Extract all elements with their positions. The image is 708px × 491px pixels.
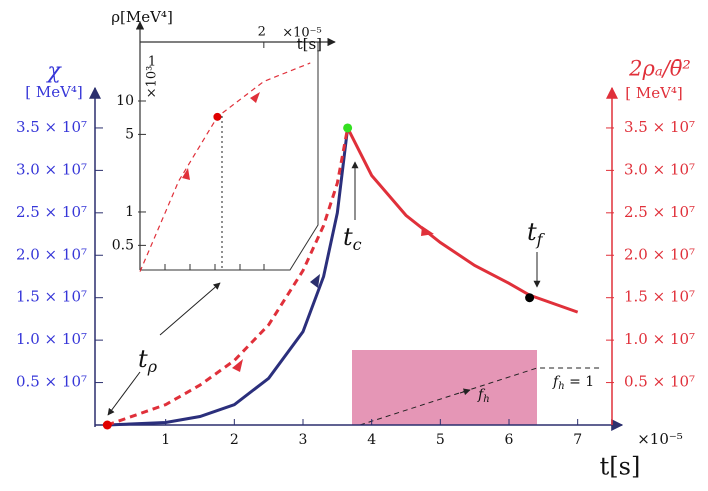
inset-corner-label: 1 <box>148 55 156 70</box>
inset-y-multiplier: ×10³ <box>145 66 160 99</box>
t-rho-arrow <box>107 371 141 416</box>
direction-arrow <box>232 359 243 372</box>
point <box>343 123 353 133</box>
x-multiplier: ×10⁻⁵ <box>637 430 683 448</box>
fh-line <box>359 367 602 426</box>
curve <box>139 62 311 272</box>
x-tick-label: 6 <box>505 432 514 448</box>
x-tick-label: 2 <box>230 432 239 448</box>
y2-tick-label: 1.0 × 10⁷ <box>624 330 695 348</box>
direction-arrow <box>250 92 260 103</box>
x-label: t[s] <box>600 453 641 481</box>
y2-tick-label: 3.0 × 10⁷ <box>624 160 695 178</box>
y-tick-label: 0.5 × 10⁷ <box>16 373 87 391</box>
y-tick-label: 1.0 × 10⁷ <box>16 330 87 348</box>
annotation: tc <box>343 223 362 254</box>
annotation: fh <box>477 387 490 405</box>
inset-y-label: ρ[MeV⁴] <box>111 8 173 26</box>
point <box>213 112 222 121</box>
y2-tick-label: 1.5 × 10⁷ <box>624 288 695 306</box>
annotation: tρ <box>138 345 158 376</box>
y-tick-label: 3.5 × 10⁷ <box>16 118 87 136</box>
y-tick-label: 10 <box>116 93 134 109</box>
inset-x-multiplier: ×10⁻⁵ <box>282 26 322 41</box>
curve <box>107 127 350 427</box>
annotation: tf <box>527 218 546 249</box>
inset-x-label: t[s] <box>297 35 322 53</box>
y-unit: [ MeV⁴] <box>25 83 83 101</box>
curve <box>346 127 579 314</box>
x-tick-label: 4 <box>367 432 376 448</box>
y2-label: 2ρₐ/θ̄² <box>628 57 691 81</box>
fh-arrow <box>459 388 471 396</box>
y2-unit: [ MeV⁴] <box>625 84 683 102</box>
y-tick-label: 1.5 × 10⁷ <box>16 288 87 306</box>
y-tick-label: 0.5 <box>112 237 134 253</box>
x-tick-label: 3 <box>299 432 308 448</box>
fh-band <box>352 350 537 425</box>
y-tick-label: 1 <box>125 204 134 220</box>
y-tick-label: 5 <box>125 126 134 142</box>
x-tick-label: 1 <box>161 432 170 448</box>
point <box>525 293 535 303</box>
inset-minor-ticks <box>164 264 265 270</box>
y2-tick-label: 0.5 × 10⁷ <box>624 373 695 391</box>
curve <box>106 127 350 427</box>
x-tick-label: 7 <box>573 432 582 448</box>
annotation: fh = 1 <box>552 374 594 392</box>
point <box>102 420 112 430</box>
y-label: χ <box>45 59 62 84</box>
y-tick-label: 3.0 × 10⁷ <box>16 160 87 178</box>
inset-frame <box>140 42 319 271</box>
direction-arrow <box>310 274 320 288</box>
y-tick-label: 2.5 × 10⁷ <box>16 203 87 221</box>
y2-tick-label: 2.0 × 10⁷ <box>624 245 695 263</box>
x-tick-label: 2 <box>258 25 266 40</box>
x-tick-label: 5 <box>436 432 445 448</box>
direction-arrow <box>182 168 190 180</box>
y2-tick-label: 2.5 × 10⁷ <box>624 203 695 221</box>
t-rho-inset-arrow <box>159 282 221 336</box>
y-tick-label: 2.0 × 10⁷ <box>16 245 87 263</box>
y2-tick-label: 3.5 × 10⁷ <box>624 118 695 136</box>
